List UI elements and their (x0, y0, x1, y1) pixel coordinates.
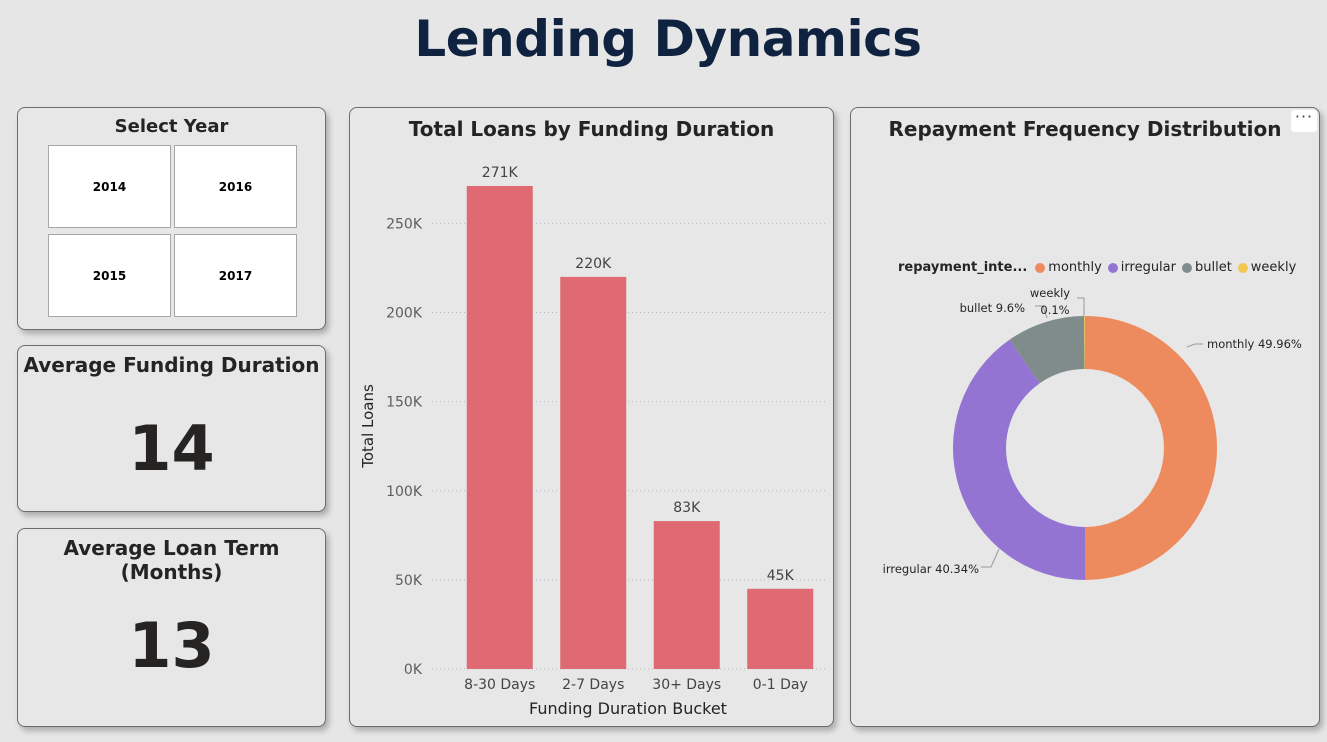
y-axis-title: Total Loans (359, 384, 377, 469)
bar[interactable] (466, 186, 533, 669)
donut-slice-irregular[interactable] (953, 339, 1086, 580)
y-tick-label: 150K (386, 395, 423, 411)
data-label: 220K (575, 256, 612, 272)
y-tick-label: 200K (386, 306, 423, 322)
y-tick-label: 0K (404, 662, 423, 678)
year-option-2016[interactable]: 2016 (174, 145, 297, 228)
legend-label: irregular (1120, 260, 1176, 275)
slice-data-label: weekly (1030, 286, 1070, 300)
legend-label: weekly (1250, 260, 1297, 275)
legend-dot (1107, 262, 1118, 273)
bar[interactable] (560, 276, 627, 669)
legend-dot (1035, 262, 1046, 273)
data-label: 83K (673, 500, 701, 516)
donut-slice-monthly[interactable] (1085, 316, 1217, 580)
kpi-card-funding-duration: Average Funding Duration 14 (17, 345, 326, 512)
x-tick-label: 8-30 Days (464, 677, 535, 693)
legend-item-weekly[interactable]: weekly (1237, 260, 1297, 275)
legend-dot (1237, 262, 1248, 273)
legend-item-monthly[interactable]: monthly (1035, 260, 1102, 275)
donut-chart-card[interactable]: Repayment Frequency Distribution ··· rep… (850, 107, 1320, 727)
leader-line (981, 548, 1000, 568)
kpi-title: Average Funding Duration (23, 353, 320, 377)
slice-data-label: bullet 9.6% (960, 301, 1026, 315)
legend-item-bullet[interactable]: bullet (1181, 260, 1232, 275)
slice-data-label: monthly 49.96% (1207, 337, 1302, 351)
kpi-card-loan-term: Average Loan Term (Months) 13 (17, 528, 326, 727)
donut-slice-bullet[interactable] (1009, 316, 1085, 384)
leader-line (1186, 343, 1203, 348)
kpi-value: 14 (128, 412, 215, 485)
y-tick-label: 50K (395, 573, 423, 589)
slicer-title: Select Year (114, 116, 229, 137)
legend-label: bullet (1194, 260, 1232, 275)
data-label: 45K (767, 568, 795, 584)
chart-title: Repayment Frequency Distribution (888, 117, 1282, 141)
year-option-2015[interactable]: 2015 (48, 234, 171, 317)
year-slicer-card: Select Year 2014 2016 2015 2017 (17, 107, 326, 330)
x-axis-title: Funding Duration Bucket (529, 699, 727, 718)
x-tick-label: 2-7 Days (562, 677, 624, 693)
donut-chart: monthly 49.96% irregular 40.34% bullet 9.6… (883, 286, 1302, 580)
page-title: Lending Dynamics (414, 10, 922, 68)
legend-item-irregular[interactable]: irregular (1107, 260, 1176, 275)
year-option-2017[interactable]: 2017 (174, 234, 297, 317)
bar[interactable] (653, 521, 720, 669)
data-label: 271K (482, 165, 519, 181)
slice-data-label: irregular 40.34% (883, 562, 979, 576)
kpi-value: 13 (128, 609, 215, 682)
donut-slice-weekly[interactable] (1084, 316, 1085, 370)
y-tick-label: 250K (386, 216, 423, 232)
kpi-title: Average Loan Term (Months) (63, 536, 280, 584)
more-options-icon[interactable]: ··· (1291, 109, 1317, 132)
legend-title: repayment_inte... (898, 260, 1028, 275)
year-option-2014[interactable]: 2014 (48, 145, 171, 228)
legend-label: monthly (1048, 260, 1102, 275)
y-tick-label: 100K (386, 484, 423, 500)
bar[interactable] (747, 588, 814, 669)
slice-data-label: 0.1% (1040, 303, 1069, 317)
x-tick-label: 30+ Days (652, 677, 721, 693)
legend-dot (1181, 262, 1192, 273)
bar-chart-card[interactable]: Total Loans by Funding Duration 0K 50K 100… (349, 107, 834, 727)
chart-legend: repayment_inte... monthly irregular bull… (898, 260, 1302, 275)
leader-line (1077, 297, 1085, 316)
x-tick-label: 0-1 Day (753, 677, 808, 693)
bar-chart: 0K 50K 100K 150K 200K 250K 271K 8-30 Days 220K 2-… (359, 165, 826, 718)
leader-line (1035, 305, 1048, 319)
chart-title: Total Loans by Funding Duration (408, 117, 775, 141)
